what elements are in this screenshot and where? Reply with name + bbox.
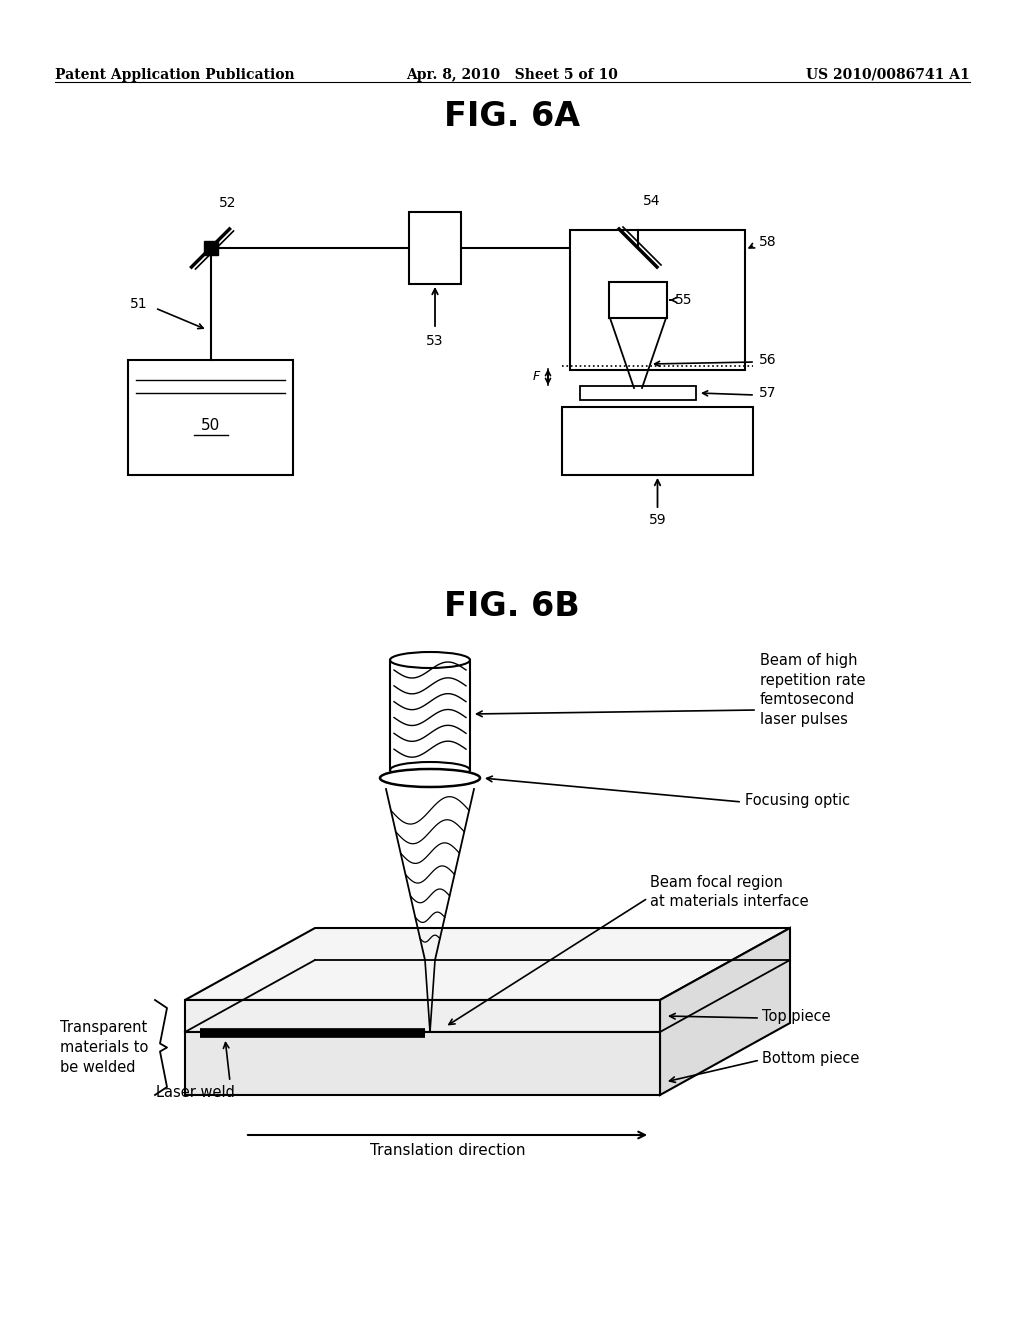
Text: 57: 57 [759, 385, 776, 400]
Text: 51: 51 [130, 297, 148, 312]
Text: 54: 54 [643, 194, 660, 209]
Text: 52: 52 [218, 195, 236, 210]
Text: 55: 55 [675, 293, 692, 308]
Text: US 2010/0086741 A1: US 2010/0086741 A1 [806, 69, 970, 82]
Text: 58: 58 [759, 235, 776, 249]
Text: F: F [532, 371, 540, 384]
Bar [609, 282, 667, 318]
Text: Patent Application Publication: Patent Application Publication [55, 69, 295, 82]
Ellipse shape [390, 762, 470, 777]
Text: Laser weld: Laser weld [156, 1085, 234, 1100]
Text: Focusing optic: Focusing optic [745, 792, 850, 808]
Text: Beam focal region
at materials interface: Beam focal region at materials interface [650, 875, 809, 909]
Text: 59: 59 [648, 513, 667, 527]
Ellipse shape [380, 770, 480, 787]
Text: Transparent
materials to
be welded: Transparent materials to be welded [60, 1020, 148, 1074]
Bar [580, 385, 696, 400]
Bar [390, 660, 470, 770]
Bar [562, 407, 753, 475]
Polygon shape [185, 928, 790, 1001]
Text: Beam of high
repetition rate
femtosecond
laser pulses: Beam of high repetition rate femtosecond… [760, 653, 865, 727]
Text: FIG. 6A: FIG. 6A [444, 100, 580, 133]
Bar [204, 242, 217, 255]
Text: FIG. 6B: FIG. 6B [444, 590, 580, 623]
Bar [570, 230, 745, 370]
Bar [409, 213, 461, 284]
Text: 50: 50 [201, 417, 220, 433]
Bar [128, 360, 293, 475]
Ellipse shape [390, 652, 470, 668]
Text: Bottom piece: Bottom piece [762, 1051, 859, 1065]
Polygon shape [660, 928, 790, 1096]
Text: Apr. 8, 2010   Sheet 5 of 10: Apr. 8, 2010 Sheet 5 of 10 [407, 69, 617, 82]
Text: Top piece: Top piece [762, 1008, 830, 1023]
Polygon shape [185, 1032, 660, 1096]
Polygon shape [185, 1001, 660, 1032]
Text: 53: 53 [426, 334, 443, 348]
Text: 56: 56 [759, 352, 776, 367]
Text: Translation direction: Translation direction [370, 1143, 525, 1158]
